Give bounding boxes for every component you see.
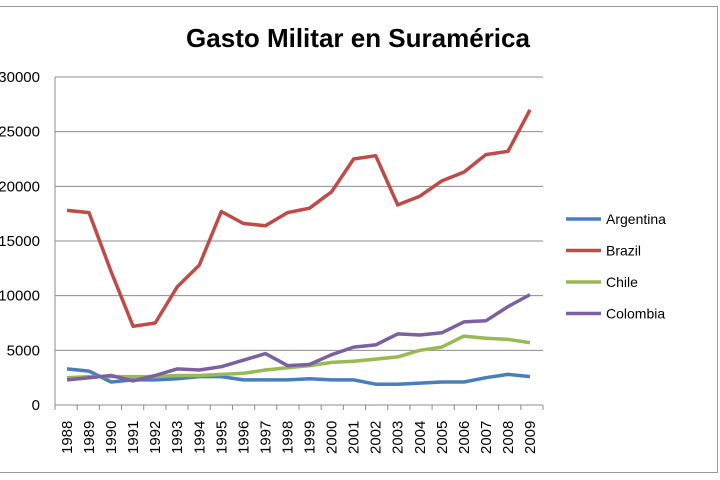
x-tick-label: 1993 xyxy=(169,421,186,454)
legend-label-brazil: Brazil xyxy=(606,243,641,259)
x-tick-label: 1999 xyxy=(302,421,319,454)
x-tick-label: 2006 xyxy=(456,421,473,454)
x-tick-label: 1990 xyxy=(103,421,120,454)
x-tick-label: 1994 xyxy=(191,421,208,454)
chart-border xyxy=(0,6,718,473)
series-line-colombia xyxy=(66,293,531,383)
y-tick-label: 0 xyxy=(32,397,40,414)
legend-label-colombia: Colombia xyxy=(606,306,665,322)
legend-label-argentina: Argentina xyxy=(606,211,666,227)
x-tick-label: 1997 xyxy=(257,421,274,454)
series-line-chile xyxy=(66,334,531,380)
y-tick-label: 15000 xyxy=(0,233,40,250)
y-axis-tick-labels: 0 5000 10000 15000 20000 25000 30000 xyxy=(0,69,40,414)
x-tick-label: 2005 xyxy=(434,421,451,454)
x-tick-label: 1992 xyxy=(147,421,164,454)
x-tick-label: 2009 xyxy=(522,421,539,454)
series-lines xyxy=(66,108,532,386)
legend: Argentina Brazil Chile Colombia xyxy=(566,211,666,322)
x-tick-label: 2003 xyxy=(390,421,407,454)
gridlines xyxy=(55,76,543,351)
x-tick-label: 2008 xyxy=(500,421,517,454)
x-tick-label: 1995 xyxy=(213,421,230,454)
x-tick-label: 2002 xyxy=(368,421,385,454)
x-tick-label: 1996 xyxy=(235,421,252,454)
x-tick-label: 1998 xyxy=(279,421,296,454)
y-tick-label: 20000 xyxy=(0,178,40,195)
x-tick-label: 1991 xyxy=(125,421,142,454)
chart-title: Gasto Militar en Suramérica xyxy=(186,23,530,53)
x-tick-label: 1989 xyxy=(81,421,98,454)
x-tick-label: 1988 xyxy=(59,421,76,454)
y-tick-label: 10000 xyxy=(0,288,40,305)
legend-label-chile: Chile xyxy=(606,274,638,290)
x-tick-label: 2004 xyxy=(412,421,429,454)
y-tick-label: 30000 xyxy=(0,69,40,86)
series-line-brazil xyxy=(66,108,532,329)
x-tick-label: 2001 xyxy=(346,421,363,454)
y-tick-label: 25000 xyxy=(0,124,40,141)
x-tick-label: 2000 xyxy=(324,421,341,454)
x-axis-tick-labels: 1988 1989 1990 1991 1992 1993 1994 1995 1996 1997… xyxy=(54,405,544,454)
x-tick-label: 2007 xyxy=(478,421,495,454)
y-tick-label: 5000 xyxy=(7,342,40,359)
